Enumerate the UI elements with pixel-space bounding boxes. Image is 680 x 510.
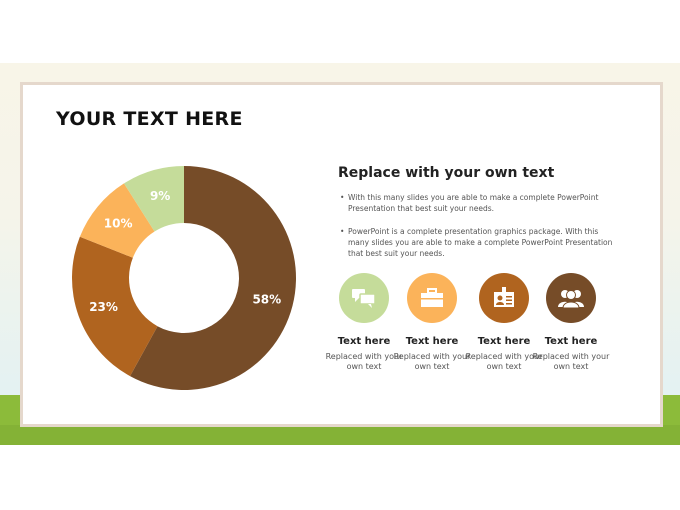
users-icon <box>546 273 596 323</box>
chat-bubbles-icon <box>339 273 389 323</box>
bullet-2: PowerPoint is a complete presentation gr… <box>340 226 615 259</box>
feature-item: Text here Replaced with your own text <box>464 273 544 372</box>
grass-strip-dark <box>0 425 680 445</box>
slice-label: 58% <box>252 292 281 306</box>
section-heading: Replace with your own text <box>338 165 555 181</box>
donut-slice <box>79 183 155 258</box>
feature-title: Text here <box>477 336 531 347</box>
donut-slice <box>72 236 158 377</box>
bullet-1: With this many slides you are able to ma… <box>340 192 615 214</box>
feature-title: Text here <box>544 336 598 347</box>
slice-label: 9% <box>150 189 170 203</box>
slice-label: 10% <box>104 217 133 231</box>
donut-slice <box>130 166 296 390</box>
feature-description: Replaced with your own text <box>532 352 610 371</box>
feature-item: Text here Replaced with your own text <box>392 273 472 372</box>
feature-description: Replaced with your own text <box>325 352 403 371</box>
feature-item: Text here Replaced with your own text <box>531 273 611 372</box>
donut-chart: 58% 23% 10% 9% <box>72 166 296 390</box>
feature-description: Replaced with your own text <box>393 352 471 371</box>
id-card-icon <box>479 273 529 323</box>
feature-title: Text here <box>405 336 459 347</box>
feature-item: Text here Replaced with your own text <box>324 273 404 372</box>
feature-description: Replaced with your own text <box>465 352 543 371</box>
donut-slice <box>123 166 184 232</box>
briefcase-icon <box>407 273 457 323</box>
slide-title: YOUR TEXT HERE <box>56 108 243 130</box>
feature-title: Text here <box>337 336 391 347</box>
slice-label: 23% <box>89 300 118 314</box>
